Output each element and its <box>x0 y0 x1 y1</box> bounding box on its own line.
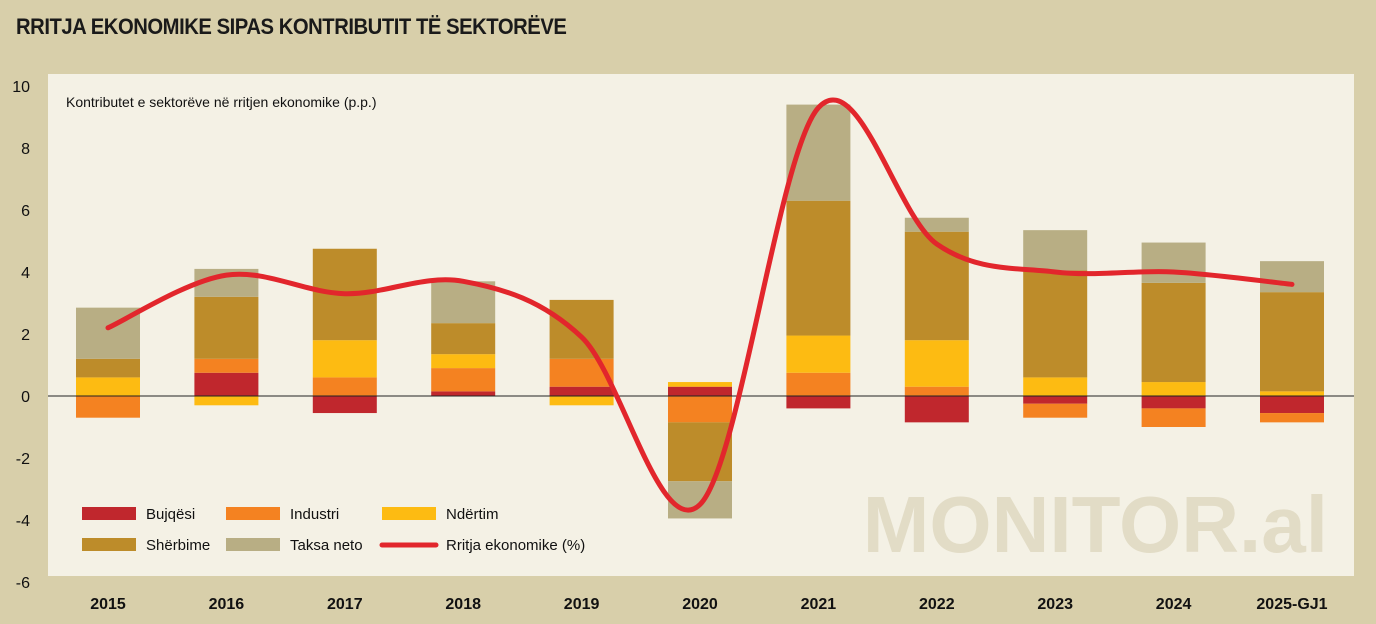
bar-segment-shërbime-2021 <box>786 200 851 336</box>
bar-segment-industri-2023 <box>1023 403 1088 418</box>
legend-label-bujqësi: Bujqësi <box>146 506 195 523</box>
x-tick-label: 2022 <box>919 596 955 613</box>
x-tick-label: 2025-GJ1 <box>1256 596 1327 613</box>
page-title: RRITJA EKONOMIKE SIPAS KONTRIBUTIT TË SE… <box>16 14 567 39</box>
x-tick-label: 2019 <box>564 596 600 613</box>
y-tick-label: 2 <box>21 327 30 344</box>
bar-segment-industri-2021 <box>786 372 851 396</box>
bar-segment-shërbime-2018 <box>431 323 496 355</box>
bar-segment-ndërtim-2018 <box>431 354 496 369</box>
bar-segment-bujqësi-2016 <box>194 372 259 396</box>
bar-segment-bujqësi-2019 <box>549 386 614 396</box>
bar-segment-shërbime-2015 <box>76 358 140 378</box>
bar-segment-industri-2018 <box>431 368 496 392</box>
y-tick-label: 8 <box>21 141 30 158</box>
bar-segment-shërbime-2023 <box>1023 270 1088 378</box>
bar-segment-industri-2024 <box>1141 408 1206 427</box>
bar-segment-shërbime-2020 <box>668 422 732 482</box>
x-tick-label: 2016 <box>209 596 245 613</box>
bar-segment-bujqësi-2025-gj1 <box>1260 396 1324 414</box>
y-tick-label: -2 <box>16 451 30 468</box>
legend-swatch-shërbime <box>82 538 136 551</box>
legend-label-industri: Industri <box>290 506 339 523</box>
bar-segment-industri-2017 <box>312 377 377 396</box>
y-tick-label: 10 <box>12 79 30 96</box>
bar-segment-industri-2015 <box>76 396 140 418</box>
bar-segment-industri-2020 <box>668 396 732 423</box>
y-tick-label: 6 <box>21 203 30 220</box>
legend-swatch-industri <box>226 507 280 520</box>
legend-swatch-bujqësi <box>82 507 136 520</box>
bar-segment-shërbime-2025-gj1 <box>1260 292 1324 392</box>
x-tick-label: 2018 <box>445 596 481 613</box>
bar-segment-shërbime-2016 <box>194 296 259 359</box>
y-tick-label: -6 <box>16 575 30 592</box>
bar-segment-ndërtim-2017 <box>312 340 377 378</box>
x-tick-label: 2015 <box>90 596 126 613</box>
bar-segment-ndërtim-2024 <box>1141 382 1206 396</box>
legend-label-taksa-neto: Taksa neto <box>290 537 363 554</box>
bar-segment-shërbime-2024 <box>1141 282 1206 383</box>
legend-label-ndërtim: Ndërtim <box>446 506 499 523</box>
legend-swatch-taksa-neto <box>226 538 280 551</box>
legend-label-shërbime: Shërbime <box>146 537 210 554</box>
bar-segment-bujqësi-2024 <box>1141 396 1206 409</box>
watermark: MONITOR.al <box>863 480 1328 569</box>
bar-segment-bujqësi-2020 <box>668 386 732 396</box>
bar-segment-taksa-neto-2020 <box>668 481 732 519</box>
bar-segment-ndërtim-2023 <box>1023 377 1088 396</box>
bar-segment-taksa-neto-2025-gj1 <box>1260 261 1324 293</box>
bar-segment-ndërtim-2025-gj1 <box>1260 391 1324 396</box>
bar-segment-ndërtim-2019 <box>549 396 614 406</box>
bar-segment-bujqësi-2023 <box>1023 396 1088 404</box>
bar-segment-bujqësi-2018 <box>431 391 496 396</box>
bar-segment-industri-2022 <box>904 386 969 396</box>
y-tick-label: 0 <box>21 389 30 406</box>
growth-line <box>105 97 1295 513</box>
bar-segment-industri-2025-gj1 <box>1260 413 1324 423</box>
x-tick-label: 2024 <box>1156 596 1192 613</box>
y-tick-label: 4 <box>21 265 30 282</box>
bar-segment-taksa-neto-2023 <box>1023 230 1088 271</box>
x-tick-label: 2023 <box>1037 596 1073 613</box>
bar-segment-taksa-neto-2024 <box>1141 242 1206 283</box>
y-tick-label: -4 <box>16 513 30 530</box>
x-tick-label: 2017 <box>327 596 363 613</box>
bar-segment-bujqësi-2022 <box>904 396 969 423</box>
x-tick-label: 2020 <box>682 596 718 613</box>
x-tick-label: 2021 <box>801 596 837 613</box>
legend-swatch-ndërtim <box>382 507 436 520</box>
bar-segment-shërbime-2019 <box>549 299 614 359</box>
bar-segment-industri-2016 <box>194 358 259 373</box>
bar-segment-shërbime-2022 <box>904 231 969 341</box>
chart-subtitle: Kontributet e sektorëve në rritjen ekono… <box>66 94 377 110</box>
bar-segment-ndërtim-2015 <box>76 377 140 396</box>
legend-label-growth-line: Rritja ekonomike (%) <box>446 537 585 554</box>
bar-segment-ndërtim-2021 <box>786 335 851 373</box>
bar-segment-bujqësi-2017 <box>312 396 377 414</box>
bar-segment-bujqësi-2021 <box>786 396 851 409</box>
bar-segment-ndërtim-2016 <box>194 396 259 406</box>
bar-segment-ndërtim-2022 <box>904 340 969 387</box>
bar-segment-ndërtim-2020 <box>668 382 732 387</box>
